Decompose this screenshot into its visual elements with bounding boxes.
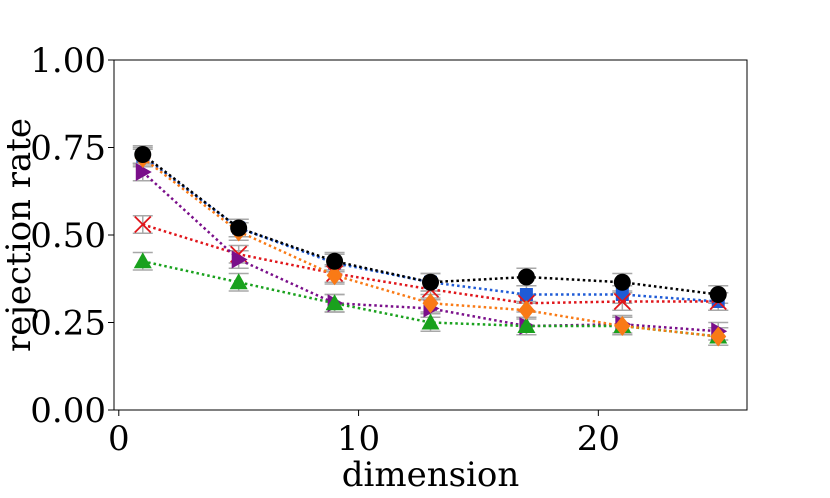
data-point: [325, 294, 344, 311]
y-tick-label: 0.25: [30, 304, 106, 344]
data-point: [422, 293, 439, 314]
data-point: [613, 273, 631, 291]
data-point: [421, 313, 440, 330]
data-point: [422, 273, 439, 291]
y-tick-label: 0.50: [30, 216, 106, 256]
y-tick-label: 1.00: [30, 41, 106, 81]
marker-stroke: [613, 292, 631, 311]
data-point: [229, 273, 248, 290]
x-tick-label: 20: [577, 419, 620, 459]
data-point: [326, 265, 343, 286]
data-point: [231, 250, 248, 269]
y-tick-label: 0.75: [30, 129, 106, 169]
data-point: [709, 286, 727, 303]
x-tick-label: 10: [337, 419, 380, 459]
series: [134, 146, 727, 303]
data-point: [517, 268, 535, 286]
axes-frame: [113, 59, 748, 411]
data-point: [613, 292, 631, 311]
data-point: [517, 317, 536, 333]
y-axis-label: rejection rate: [0, 118, 39, 352]
plot-area: [132, 145, 729, 347]
data-point: [133, 252, 152, 269]
data-point: [134, 146, 152, 163]
data-point: [230, 219, 248, 237]
data-point: [710, 326, 727, 347]
x-tick-label: 0: [108, 419, 130, 459]
y-tick-label: 0.00: [30, 391, 106, 431]
x-axis-label: dimension: [342, 455, 520, 495]
axis-ticks: 0 10 20 0.00 0.25 0.50 0.75 1.00: [30, 41, 620, 459]
data-point: [614, 316, 631, 336]
marker-stroke: [134, 215, 152, 234]
data-point: [326, 252, 344, 270]
data-point: [134, 215, 152, 234]
data-point: [519, 288, 533, 301]
data-point: [518, 300, 535, 321]
data-point: [135, 163, 152, 181]
